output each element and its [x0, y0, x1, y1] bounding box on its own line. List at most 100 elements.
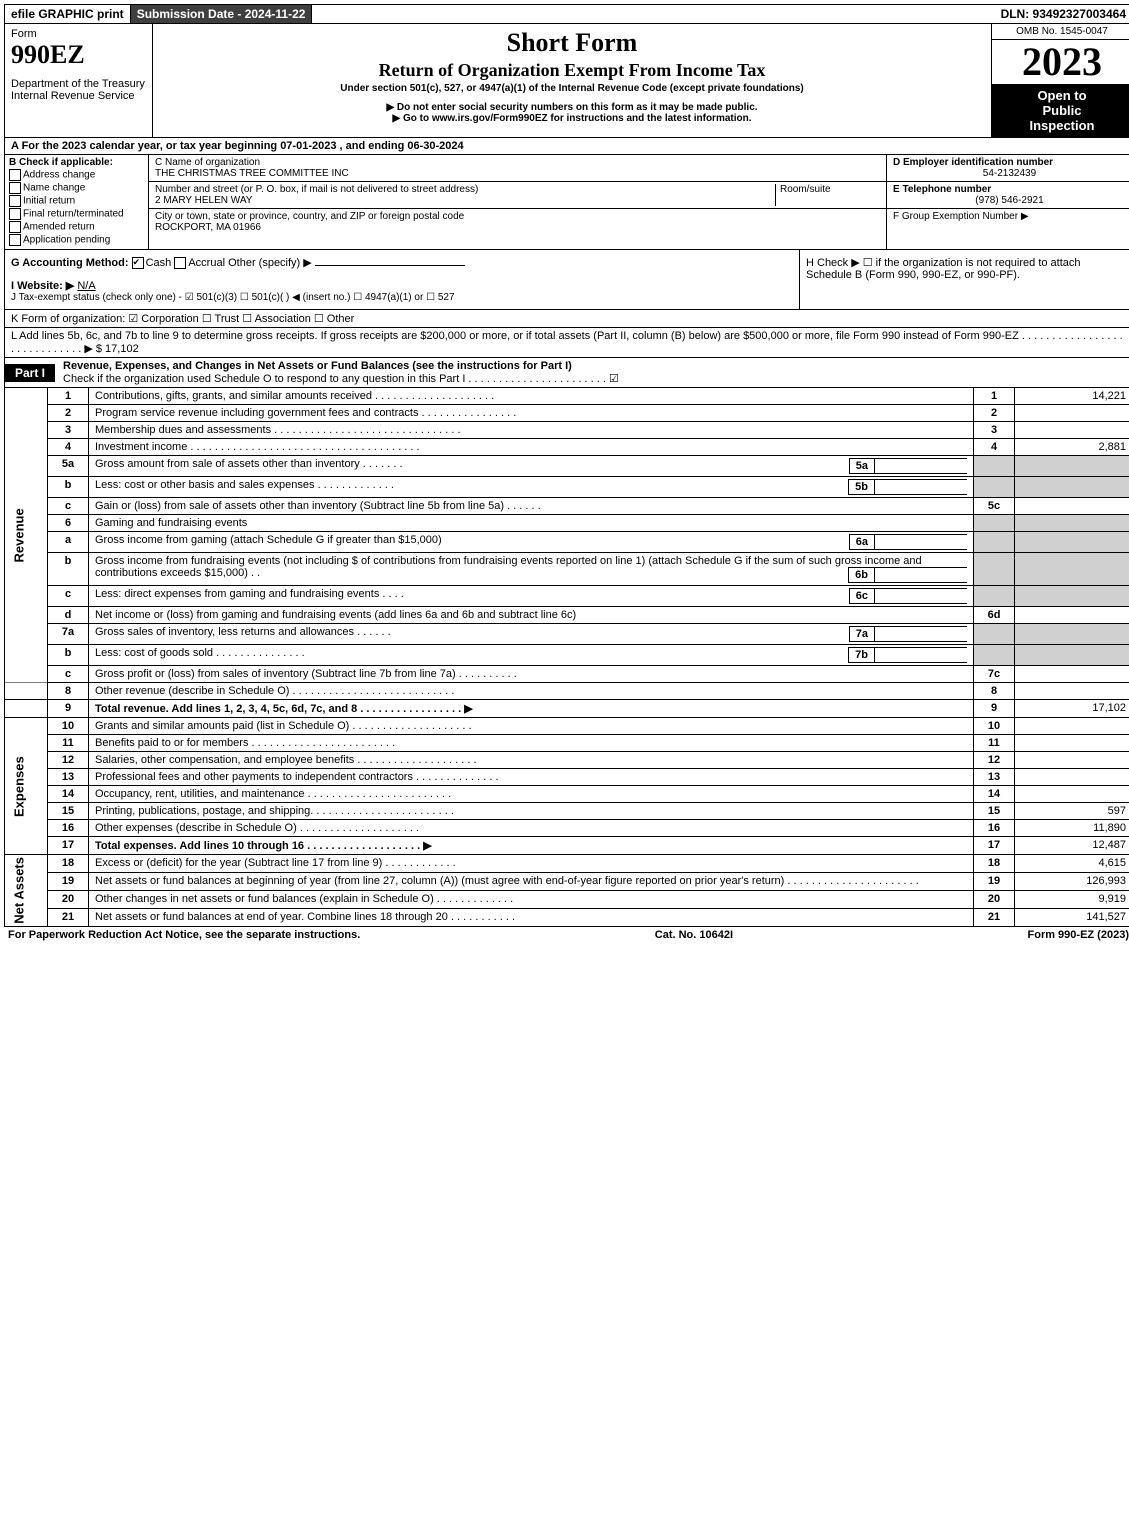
other-blank: [315, 265, 465, 266]
table-row: 8Other revenue (describe in Schedule O) …: [5, 683, 1129, 700]
table-row: 17Total expenses. Add lines 10 through 1…: [5, 837, 1129, 855]
chk-name[interactable]: Name change: [9, 182, 144, 194]
street-label: Number and street (or P. O. box, if mail…: [155, 184, 775, 195]
ssn-warning: ▶ Do not enter social security numbers o…: [157, 102, 987, 113]
table-row: 5aGross amount from sale of assets other…: [5, 456, 1129, 477]
chk-accrual[interactable]: [174, 257, 186, 269]
form-id-block: Form 990EZ Department of the Treasury In…: [5, 24, 153, 137]
org-name-label: C Name of organization: [155, 157, 880, 168]
chk-final[interactable]: Final return/terminated: [9, 208, 144, 220]
group-row: F Group Exemption Number ▶: [887, 209, 1129, 224]
table-row: bLess: cost or other basis and sales exp…: [5, 477, 1129, 498]
table-row: 14Occupancy, rent, utilities, and mainte…: [5, 786, 1129, 803]
table-row: cLess: direct expenses from gaming and f…: [5, 586, 1129, 607]
table-row: cGain or (loss) from sale of assets othe…: [5, 498, 1129, 515]
row-a-tax-year: A For the 2023 calendar year, or tax yea…: [4, 138, 1129, 155]
table-row: Revenue 1Contributions, gifts, grants, a…: [5, 388, 1129, 405]
table-row: bGross income from fundraising events (n…: [5, 553, 1129, 586]
title-center: Short Form Return of Organization Exempt…: [153, 24, 991, 137]
table-row: 15Printing, publications, postage, and s…: [5, 803, 1129, 820]
title-block: Form 990EZ Department of the Treasury In…: [4, 24, 1129, 138]
footer-right: Form 990-EZ (2023): [1028, 929, 1129, 941]
col-d-numbers: D Employer identification number 54-2132…: [886, 155, 1129, 249]
col-b-checkboxes: B Check if applicable: Address change Na…: [5, 155, 149, 249]
chk-address[interactable]: Address change: [9, 169, 144, 181]
street-value: 2 MARY HELEN WAY: [155, 195, 775, 206]
table-row: 12Salaries, other compensation, and empl…: [5, 752, 1129, 769]
open-inspection: Open to Public Inspection: [992, 84, 1129, 137]
subtitle: Under section 501(c), 527, or 4947(a)(1)…: [157, 83, 987, 94]
revenue-label: Revenue: [5, 388, 48, 683]
table-row: 2Program service revenue including gover…: [5, 405, 1129, 422]
table-row: 3Membership dues and assessments . . . .…: [5, 422, 1129, 439]
short-form-title: Short Form: [157, 28, 987, 58]
table-row: 20Other changes in net assets or fund ba…: [5, 890, 1129, 908]
org-name-row: C Name of organization THE CHRISTMAS TRE…: [149, 155, 886, 182]
i-website: I Website: ▶ N/A: [11, 279, 793, 292]
footer: For Paperwork Reduction Act Notice, see …: [4, 927, 1129, 943]
part1-table: Revenue 1Contributions, gifts, grants, a…: [4, 388, 1129, 927]
info-grid: B Check if applicable: Address change Na…: [4, 155, 1129, 250]
table-row: 6Gaming and fundraising events: [5, 515, 1129, 532]
ein-value: 54-2132439: [893, 168, 1126, 179]
dept-label: Department of the Treasury: [11, 78, 146, 90]
submission-date: Submission Date - 2024-11-22: [131, 5, 313, 23]
omb-number: OMB No. 1545-0047: [992, 24, 1129, 40]
part1-title: Revenue, Expenses, and Changes in Net As…: [55, 358, 1129, 387]
website-value: N/A: [77, 280, 95, 292]
part1-header: Part I Revenue, Expenses, and Changes in…: [4, 358, 1129, 388]
chk-amended[interactable]: Amended return: [9, 221, 144, 233]
netassets-label: Net Assets: [5, 855, 48, 927]
city-row: City or town, state or province, country…: [149, 209, 886, 235]
footer-center: Cat. No. 10642I: [655, 929, 733, 941]
table-row: cGross profit or (loss) from sales of in…: [5, 666, 1129, 683]
ein-label: D Employer identification number: [893, 157, 1126, 168]
efile-label: efile GRAPHIC print: [5, 5, 131, 23]
phone-label: E Telephone number: [893, 184, 1126, 195]
table-row: 21Net assets or fund balances at end of …: [5, 908, 1129, 926]
gh-row: G Accounting Method: Cash Accrual Other …: [4, 250, 1129, 310]
table-row: dNet income or (loss) from gaming and fu…: [5, 607, 1129, 624]
footer-left: For Paperwork Reduction Act Notice, see …: [8, 929, 360, 941]
phone-row: E Telephone number (978) 546-2921: [887, 182, 1129, 209]
city-label: City or town, state or province, country…: [155, 211, 880, 222]
col-b-header: B Check if applicable:: [9, 157, 144, 168]
phone-value: (978) 546-2921: [893, 195, 1126, 206]
ein-row: D Employer identification number 54-2132…: [887, 155, 1129, 182]
expenses-label: Expenses: [5, 718, 48, 855]
city-value: ROCKPORT, MA 01966: [155, 222, 880, 233]
l-row: L Add lines 5b, 6c, and 7b to line 9 to …: [4, 328, 1129, 358]
tax-year: 2023: [992, 40, 1129, 84]
chk-cash[interactable]: [132, 257, 144, 269]
header-bar: efile GRAPHIC print Submission Date - 20…: [4, 4, 1129, 24]
table-row: aGross income from gaming (attach Schedu…: [5, 532, 1129, 553]
h-schedule-b: H Check ▶ ☐ if the organization is not r…: [799, 250, 1129, 309]
form-number: 990EZ: [11, 40, 146, 70]
group-label: F Group Exemption Number ▶: [893, 211, 1126, 222]
instructions-link[interactable]: ▶ Go to www.irs.gov/Form990EZ for instru…: [157, 113, 987, 124]
table-row: 16Other expenses (describe in Schedule O…: [5, 820, 1129, 837]
table-row: 4Investment income . . . . . . . . . . .…: [5, 439, 1129, 456]
form-label: Form: [11, 28, 146, 40]
irs-label: Internal Revenue Service: [11, 90, 146, 102]
gh-left: G Accounting Method: Cash Accrual Other …: [5, 250, 799, 309]
table-row: 7aGross sales of inventory, less returns…: [5, 624, 1129, 645]
table-row: bLess: cost of goods sold . . . . . . . …: [5, 645, 1129, 666]
title-right: OMB No. 1545-0047 2023 Open to Public In…: [991, 24, 1129, 137]
org-name: THE CHRISTMAS TREE COMMITTEE INC: [155, 168, 880, 179]
g-accounting: G Accounting Method: Cash Accrual Other …: [11, 256, 793, 269]
table-row: 13Professional fees and other payments t…: [5, 769, 1129, 786]
dln-number: DLN: 93492327003464: [995, 5, 1129, 23]
chk-initial[interactable]: Initial return: [9, 195, 144, 207]
chk-pending[interactable]: Application pending: [9, 234, 144, 246]
col-c-org-info: C Name of organization THE CHRISTMAS TRE…: [149, 155, 886, 249]
j-tax-status: J Tax-exempt status (check only one) - ☑…: [11, 292, 793, 303]
street-row: Number and street (or P. O. box, if mail…: [149, 182, 886, 209]
table-row: 19Net assets or fund balances at beginni…: [5, 873, 1129, 891]
room-label: Room/suite: [775, 184, 880, 206]
table-row: Net Assets 18Excess or (deficit) for the…: [5, 855, 1129, 873]
table-row: 9Total revenue. Add lines 1, 2, 3, 4, 5c…: [5, 700, 1129, 718]
main-title: Return of Organization Exempt From Incom…: [157, 60, 987, 81]
part1-label: Part I: [5, 364, 55, 382]
table-row: Expenses 10Grants and similar amounts pa…: [5, 718, 1129, 735]
